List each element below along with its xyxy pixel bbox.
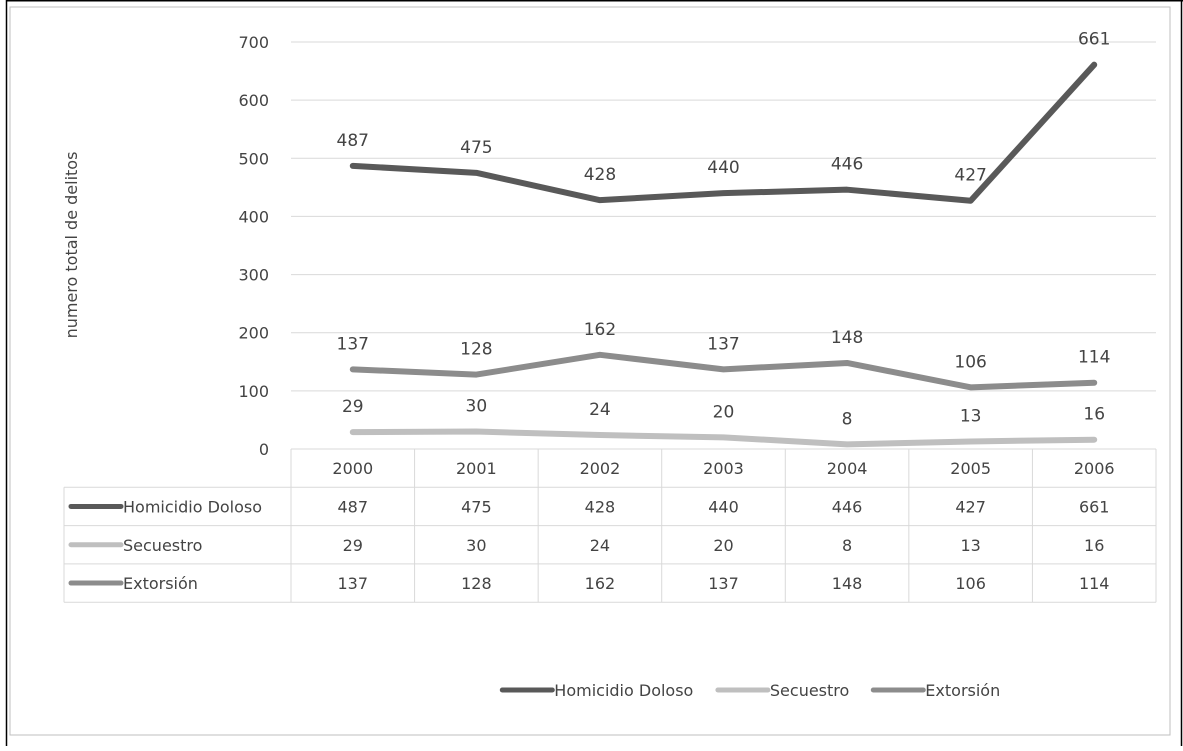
- table-cell: 20: [713, 536, 733, 555]
- table-row-label: Homicidio Doloso: [123, 497, 262, 516]
- table-cell: 427: [955, 497, 986, 516]
- table-cell: 24: [590, 536, 610, 555]
- data-label: 128: [460, 340, 492, 360]
- series-line: [349, 351, 1098, 391]
- legend-label: Secuestro: [770, 681, 849, 700]
- y-tick-label: 600: [238, 91, 269, 110]
- table-cell: 16: [1084, 536, 1104, 555]
- table-cell: 137: [338, 574, 369, 593]
- table-cell: 148: [832, 574, 863, 593]
- chart-border: [9, 6, 1171, 736]
- y-axis-label: numero total de delitos: [62, 152, 81, 339]
- data-label: 30: [466, 397, 488, 417]
- legend-label: Extorsión: [925, 681, 1000, 700]
- table-cell: 440: [708, 497, 739, 516]
- data-label: 148: [831, 328, 863, 348]
- y-tick-label: 700: [238, 33, 269, 52]
- data-label: 475: [460, 138, 492, 158]
- y-tick-label: 400: [238, 207, 269, 226]
- x-tick-label: 2003: [703, 459, 744, 478]
- data-label: 440: [707, 158, 739, 178]
- table-cell: 13: [960, 536, 980, 555]
- data-label: 8: [842, 409, 853, 429]
- table-cell: 8: [842, 536, 852, 555]
- y-tick-label: 500: [238, 149, 269, 168]
- data-label: 137: [707, 334, 739, 354]
- legend-label: Homicidio Doloso: [554, 681, 693, 700]
- table-cell: 661: [1079, 497, 1110, 516]
- table-cell: 30: [466, 536, 486, 555]
- x-tick-label: 2005: [950, 459, 991, 478]
- table-cell: 475: [461, 497, 492, 516]
- data-label: 661: [1078, 30, 1110, 50]
- table-cell: 29: [343, 536, 363, 555]
- x-tick-label: 2006: [1074, 459, 1115, 478]
- table-cell: 128: [461, 574, 492, 593]
- table-cell: 137: [708, 574, 739, 593]
- data-label: 16: [1083, 405, 1105, 425]
- data-label: 114: [1078, 348, 1110, 368]
- data-label: 20: [713, 402, 735, 422]
- x-tick-label: 2004: [827, 459, 868, 478]
- data-label: 24: [589, 400, 611, 420]
- y-tick-label: 0: [259, 440, 269, 459]
- data-label: 428: [584, 165, 616, 185]
- y-tick-label: 100: [238, 382, 269, 401]
- data-label: 446: [831, 155, 863, 175]
- data-label: 162: [584, 320, 616, 340]
- data-label: 487: [337, 131, 369, 151]
- x-tick-label: 2000: [332, 459, 373, 478]
- table-row-label: Secuestro: [123, 536, 202, 555]
- table-row-label: Extorsión: [123, 574, 198, 593]
- data-label: 13: [960, 406, 982, 426]
- table-cell: 428: [585, 497, 616, 516]
- data-label: 29: [342, 397, 364, 417]
- y-tick-label: 300: [238, 266, 269, 285]
- x-tick-label: 2001: [456, 459, 497, 478]
- data-label: 106: [954, 352, 986, 372]
- table-cell: 114: [1079, 574, 1110, 593]
- series-line: [349, 428, 1098, 448]
- table-cell: 487: [338, 497, 369, 516]
- table-cell: 446: [832, 497, 863, 516]
- table-cell: 106: [955, 574, 986, 593]
- data-label: 137: [337, 334, 369, 354]
- y-tick-label: 200: [238, 324, 269, 343]
- table-cell: 162: [585, 574, 616, 593]
- x-tick-label: 2002: [580, 459, 621, 478]
- data-label: 427: [954, 166, 986, 186]
- series-line: [349, 61, 1098, 204]
